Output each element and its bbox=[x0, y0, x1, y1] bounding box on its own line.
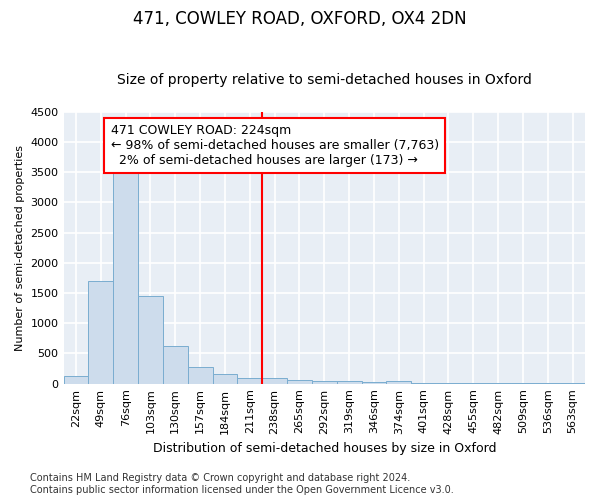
Bar bbox=[188, 368, 212, 384]
Text: Contains HM Land Registry data © Crown copyright and database right 2024.
Contai: Contains HM Land Registry data © Crown c… bbox=[30, 474, 454, 495]
Y-axis label: Number of semi-detached properties: Number of semi-detached properties bbox=[15, 144, 25, 350]
Bar bbox=[88, 281, 113, 384]
Bar bbox=[212, 374, 238, 384]
Text: 471, COWLEY ROAD, OXFORD, OX4 2DN: 471, COWLEY ROAD, OXFORD, OX4 2DN bbox=[133, 10, 467, 28]
Bar bbox=[163, 346, 188, 384]
Bar bbox=[64, 376, 88, 384]
Bar bbox=[138, 296, 163, 384]
Bar bbox=[386, 382, 411, 384]
Bar bbox=[113, 172, 138, 384]
Bar bbox=[238, 378, 262, 384]
Title: Size of property relative to semi-detached houses in Oxford: Size of property relative to semi-detach… bbox=[117, 73, 532, 87]
Text: 471 COWLEY ROAD: 224sqm
← 98% of semi-detached houses are smaller (7,763)
  2% o: 471 COWLEY ROAD: 224sqm ← 98% of semi-de… bbox=[111, 124, 439, 167]
Bar bbox=[287, 380, 312, 384]
X-axis label: Distribution of semi-detached houses by size in Oxford: Distribution of semi-detached houses by … bbox=[152, 442, 496, 455]
Bar bbox=[312, 380, 337, 384]
Bar bbox=[362, 382, 386, 384]
Bar bbox=[262, 378, 287, 384]
Bar bbox=[337, 382, 362, 384]
